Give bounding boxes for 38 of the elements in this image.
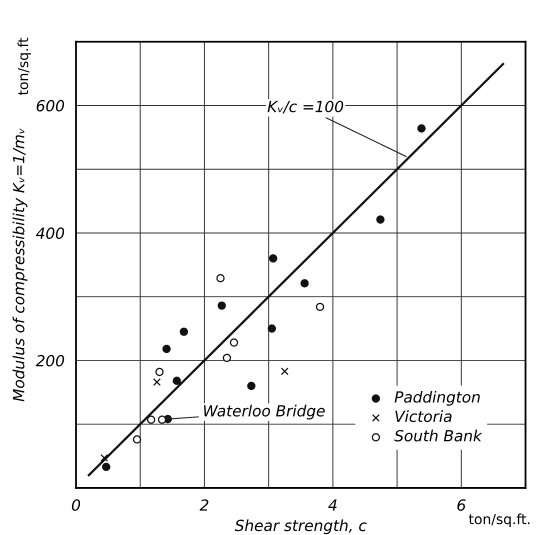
point [216, 274, 225, 282]
point [155, 368, 164, 376]
point [172, 376, 181, 385]
legend-label: Victoria [395, 410, 452, 422]
x-tick-label: 2 [200, 499, 208, 511]
x-tick-label: 6 [457, 499, 466, 511]
point [222, 354, 232, 362]
y-axis-title: Modulus of compressibility Kᵥ=1/mᵥ [12, 128, 28, 402]
y-tick-label: 600 [36, 100, 64, 112]
x-tick-label: 4 [328, 500, 337, 511]
text: ton/sq.ft [18, 38, 31, 96]
legend-label: South Bank [394, 430, 482, 442]
point [158, 416, 166, 424]
annotation: Waterloo Bridge [204, 404, 325, 420]
point [102, 462, 110, 472]
point [376, 215, 385, 224]
point [180, 328, 188, 336]
point [316, 302, 324, 312]
point [230, 338, 238, 347]
y-tick-label: 200 [36, 354, 64, 366]
legend-label: Paddington [394, 390, 480, 406]
point [218, 301, 226, 310]
point [247, 382, 256, 390]
point [268, 254, 278, 263]
point [100, 454, 108, 462]
point [153, 378, 161, 386]
annotation: Kᵥ/c =100 [268, 100, 344, 114]
point [146, 416, 156, 424]
y-tick-label: 400 [36, 227, 64, 239]
point [268, 324, 276, 333]
x-axis-title: Shear strength, c [234, 519, 367, 534]
x-tick-label: 0 [72, 499, 80, 511]
point [280, 367, 289, 376]
point [132, 435, 142, 444]
point [300, 279, 309, 288]
point [417, 124, 426, 133]
point [162, 344, 171, 354]
text: ton/sq.ft. [468, 514, 530, 527]
